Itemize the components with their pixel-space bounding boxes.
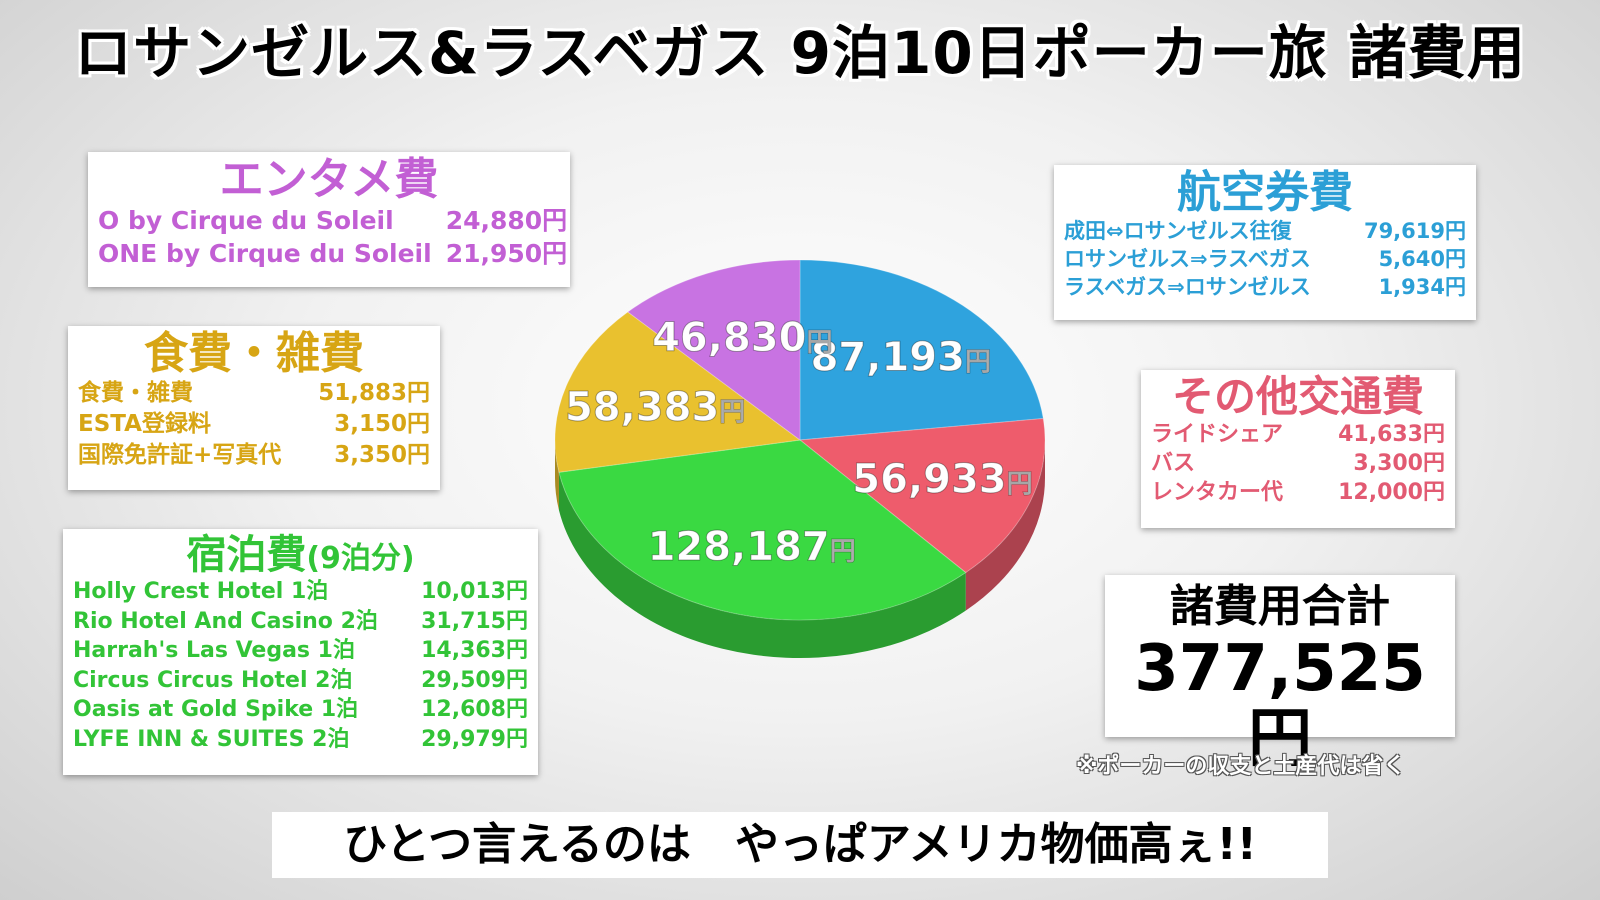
list-item-amount: 51,883円 — [318, 380, 430, 407]
airfare-card: 航空券費 成田⇔ロサンゼルス往復 79,619円 ロサンゼルス⇒ラスベガス 5,… — [1054, 165, 1476, 320]
list-item-amount: 12,000円 — [1338, 480, 1445, 506]
pie-labels: 87,193円 56,933円 128,187円 58,383円 46,830円 — [564, 314, 1033, 570]
list-item-label: ロサンゼルス⇒ラスベガス — [1064, 247, 1311, 272]
page-title: ロサンゼルス&ラスベガス 9泊10日ポーカー旅 諸費用 — [74, 19, 1526, 87]
list-item-amount: 3,150円 — [334, 411, 430, 438]
pie-label-entertainment: 46,830円 — [652, 315, 832, 361]
list-item-label: 国際免許証+写真代 — [78, 442, 282, 469]
pie-side — [555, 440, 1045, 658]
transport-title: その他交通費 — [1171, 372, 1424, 421]
list-item-label: O by Cirque du Soleil — [98, 206, 394, 236]
list-item-label: Harrah's Las Vegas 1泊 — [73, 638, 355, 663]
pie-slice-food — [554, 311, 802, 473]
list-item-amount: 12,608円 — [421, 697, 528, 722]
list-item-label: レンタカー代 — [1151, 480, 1284, 506]
entertainment-card: エンタメ費 O by Cirque du Soleil 24,880円 ONE … — [88, 152, 570, 287]
lodging-title: 宿泊費(9泊分) — [73, 533, 528, 577]
list-item-amount: 3,350円 — [334, 442, 430, 469]
food-title: 食費・雑費 — [144, 328, 364, 379]
transport-card: その他交通費 ライドシェア 41,633円 バス 3,300円 レンタカー代 1… — [1141, 370, 1455, 528]
food-list: 食費・雑費 51,883円 ESTA登録料 3,150円 国際免許証+写真代 3… — [78, 378, 430, 471]
pie-side-lodging — [558, 472, 966, 658]
transport-list: ライドシェア 41,633円 バス 3,300円 レンタカー代 12,000円 — [1151, 420, 1445, 507]
list-item-amount: 24,880円 — [445, 206, 568, 236]
list-item-label: Oasis at Gold Spike 1泊 — [73, 697, 359, 722]
list-item-amount: 14,363円 — [421, 638, 528, 663]
list-item-amount: 31,715円 — [421, 608, 528, 634]
list-item-amount: 3,300円 — [1353, 451, 1445, 477]
airfare-title: 航空券費 — [1177, 167, 1353, 218]
list-item-label: バス — [1151, 451, 1196, 477]
list-item-label: ライドシェア — [1151, 422, 1284, 448]
footnote: ※ポーカーの収支と土産代は省く — [1076, 754, 1406, 779]
pie-label-lodging: 128,187円 — [648, 524, 856, 570]
list-item-label: Circus Circus Hotel 2泊 — [73, 667, 353, 693]
total-label: 諸費用合計 — [1170, 581, 1390, 632]
pie-slice-airfare — [799, 259, 1044, 441]
list-item-label: LYFE INN & SUITES 2泊 — [73, 726, 350, 752]
caption: ひとつ言えるのは やっぱアメリカ物価高ぇ!! — [272, 812, 1328, 878]
list-item-amount: 1,934円 — [1378, 275, 1466, 300]
total-card: 諸費用合計 377,525円 — [1105, 575, 1455, 774]
lodging-title-text: 宿泊費 — [186, 532, 307, 578]
pie-label-airfare: 87,193円 — [811, 335, 991, 381]
list-item-amount: 5,640円 — [1378, 247, 1466, 272]
list-item-amount: 29,509円 — [421, 667, 528, 693]
list-item-label: ONE by Cirque du Soleil — [98, 239, 432, 269]
pie-label-food: 58,383円 — [565, 384, 745, 430]
lodging-subtitle: (9泊分) — [306, 541, 415, 576]
list-item-label: Rio Hotel And Casino 2泊 — [73, 608, 378, 634]
lodging-list: Holly Crest Hotel 1泊 10,013円 Rio Hotel A… — [73, 577, 528, 754]
list-item-amount: 79,619円 — [1363, 219, 1466, 244]
list-item-label: 成田⇔ロサンゼルス往復 — [1064, 219, 1292, 244]
pie-slice-entertainment — [626, 259, 801, 441]
pie-slice-lodging — [558, 439, 967, 621]
food-card: 食費・雑費 食費・雑費 51,883円 ESTA登録料 3,150円 国際免許証… — [68, 326, 440, 490]
pie-label-transport: 56,933円 — [852, 457, 1032, 503]
list-item-label: 食費・雑費 — [78, 380, 193, 407]
list-item-label: ラスベガス⇒ロサンゼルス — [1064, 275, 1311, 300]
lodging-card: 宿泊費(9泊分) Holly Crest Hotel 1泊 10,013円 Ri… — [63, 529, 538, 775]
total-value: 377,525円 — [1134, 631, 1426, 777]
pie-slices — [554, 259, 1046, 621]
list-item-label: Holly Crest Hotel 1泊 — [73, 579, 329, 604]
list-item-amount: 21,950円 — [445, 239, 568, 269]
pie-slice-transport — [798, 417, 1046, 574]
airfare-list: 成田⇔ロサンゼルス往復 79,619円 ロサンゼルス⇒ラスベガス 5,640円 … — [1064, 217, 1466, 301]
list-item-amount: 10,013円 — [421, 579, 528, 604]
list-item-label: ESTA登録料 — [78, 411, 211, 438]
list-item-amount: 41,633円 — [1338, 422, 1445, 448]
entertainment-list: O by Cirque du Soleil 24,880円 ONE by Cir… — [98, 204, 567, 270]
pie-side-food — [555, 440, 559, 511]
entertainment-title: エンタメ費 — [219, 154, 439, 205]
list-item-amount: 29,979円 — [421, 726, 528, 752]
pie-side-transport — [965, 440, 1045, 611]
cost-pie-chart: 87,193円 56,933円 128,187円 58,383円 46,830円 — [554, 259, 1046, 658]
